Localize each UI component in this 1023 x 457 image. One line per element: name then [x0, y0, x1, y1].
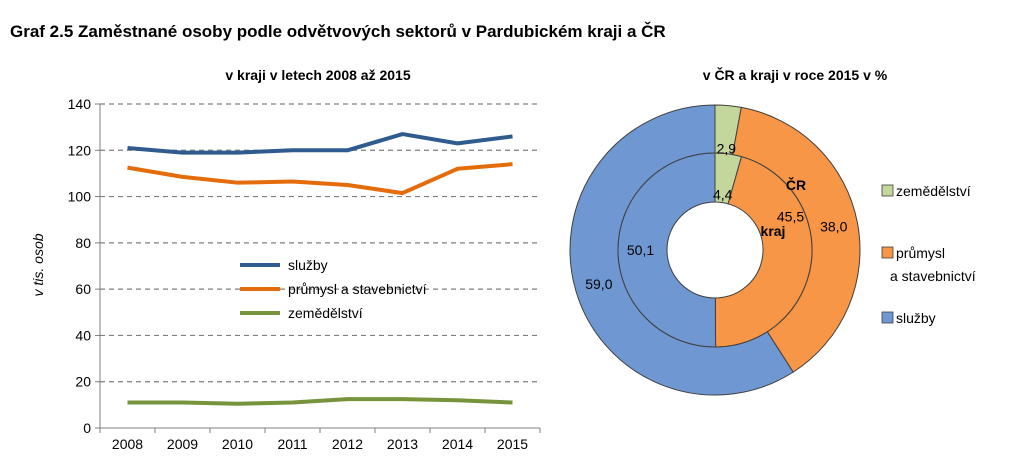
legend-label: a stavebnictví — [890, 268, 976, 284]
x-tick-label: 2015 — [497, 436, 528, 452]
donut-legend: zemědělství průmysl a stavebnictví služby — [881, 183, 976, 326]
ring-label-inner: kraj — [761, 223, 786, 239]
outer-ring — [569, 104, 861, 396]
inner-ring — [617, 152, 813, 348]
y-tick-labels: 0 20 40 60 80 100 120 140 — [68, 96, 92, 436]
x-tick-label: 2014 — [442, 436, 473, 452]
legend-label: průmysl — [896, 245, 945, 261]
x-tick-labels: 2008 2009 2010 2011 2012 2013 2014 2015 — [112, 436, 528, 452]
slice-labels: 2,9 38,0 59,0 4,4 45,5 50,1 — [585, 141, 847, 292]
legend-label: služby — [288, 257, 328, 273]
legend-swatch — [881, 311, 894, 324]
outer-slice-2 — [569, 104, 794, 396]
ring-label-outer: ČR — [786, 176, 806, 193]
y-tick-label: 80 — [75, 235, 91, 251]
line-chart: v kraji v letech 2008 až 2015 v tis. oso… — [30, 67, 541, 452]
series-line-1 — [127, 162, 513, 196]
legend-label: zemědělství — [896, 183, 971, 199]
legend-label: průmysl a stavebnictví — [288, 281, 427, 297]
line-chart-subtitle: v kraji v letech 2008 až 2015 — [225, 67, 410, 83]
inner-slice-0 — [714, 152, 743, 205]
y-tick-label: 40 — [75, 327, 91, 343]
slice-label: 38,0 — [820, 219, 847, 235]
y-tick-label: 120 — [68, 142, 92, 158]
slice-label: 45,5 — [777, 209, 804, 225]
series-lines — [127, 132, 513, 406]
chart-title: Graf 2.5 Zaměstnané osoby podle odvětvov… — [10, 22, 666, 41]
x-tick-label: 2009 — [167, 436, 198, 452]
inner-slice-2 — [617, 152, 717, 348]
y-tick-label: 20 — [75, 374, 91, 390]
inner-slice-1 — [714, 156, 813, 348]
legend: služby průmysl a stavebnictví zemědělství — [240, 257, 427, 321]
legend-swatch — [881, 184, 894, 197]
y-tick-label: 140 — [68, 96, 92, 112]
slice-label: 59,0 — [585, 276, 612, 292]
series-line-0 — [127, 132, 513, 155]
y-tick-label: 60 — [75, 281, 91, 297]
slice-label: 50,1 — [627, 242, 654, 258]
axes — [99, 104, 541, 433]
outer-slice-0 — [714, 104, 742, 156]
x-tick-label: 2008 — [112, 436, 143, 452]
x-tick-label: 2013 — [387, 436, 418, 452]
y-tick-label: 0 — [83, 420, 91, 436]
x-tick-label: 2012 — [332, 436, 363, 452]
legend-swatch — [881, 246, 894, 259]
y-tick-label: 100 — [68, 189, 92, 205]
series-line-2 — [127, 397, 513, 406]
slice-label: 2,9 — [717, 141, 737, 157]
y-axis-label: v tis. osob — [30, 233, 46, 296]
x-tick-label: 2011 — [277, 436, 307, 452]
legend-label: zemědělství — [288, 305, 363, 321]
legend-label: služby — [896, 310, 936, 326]
outer-slice-1 — [732, 106, 861, 373]
donut-chart-subtitle: v ČR a kraji v roce 2015 v % — [703, 66, 888, 83]
slice-label: 4,4 — [713, 187, 733, 203]
x-tick-label: 2010 — [222, 436, 253, 452]
